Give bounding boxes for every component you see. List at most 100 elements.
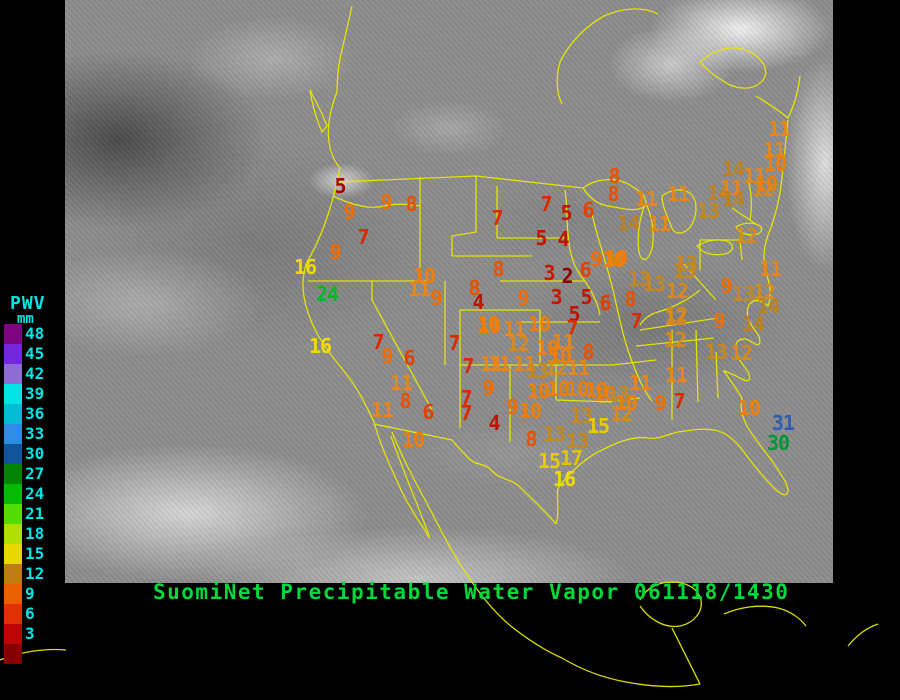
legend-swatch [4,544,22,564]
station-value: 10 [526,379,550,403]
station-value: 16 [293,255,317,279]
legend-swatch [4,404,22,424]
station-value: 13 [606,382,630,406]
station-value: 10 [737,396,761,420]
station-value: 9 [381,344,393,368]
station-value: 10 [604,246,628,270]
station-value: 11 [370,398,394,422]
station-value: 10 [477,314,501,338]
station-value: 11 [389,371,413,395]
station-value: 13 [731,282,755,306]
station-value: 10 [763,152,787,176]
legend-entry: 45 [4,344,62,364]
station-value: 12 [609,402,633,426]
legend-swatch [4,364,22,384]
legend-entry: 42 [4,364,62,384]
legend-label: 15 [25,544,45,563]
station-value: 9 [380,190,392,214]
station-value: 13 [696,199,720,223]
station-value: 7 [462,354,474,378]
legend-label: 48 [25,324,45,343]
station-value: 9 [590,247,602,271]
station-value: 12 [664,303,688,327]
station-value: 9 [329,240,341,264]
legend-swatch [4,424,22,444]
station-value: 3 [543,261,555,285]
station-value: 14 [741,312,765,336]
legend-entry: 18 [4,524,62,544]
station-value: 11 [719,176,743,200]
legend-entry: 27 [4,464,62,484]
station-value: 8 [468,276,480,300]
station-value: 10 [592,382,616,406]
legend-unit: mm [17,311,34,327]
legend-entry: 48 [4,324,62,344]
map-title: SuomiNet Precipitable Water Vapor 061118… [153,580,790,604]
station-value: 10 [401,428,425,452]
station-value: 10 [535,336,559,360]
station-value: 12 [506,332,530,356]
station-value: 7 [673,389,685,413]
legend-title: PWV [10,293,46,314]
station-value: 8 [492,257,504,281]
legend-label: 24 [25,484,45,503]
legend-swatch [4,584,22,604]
station-value: 11 [758,257,782,281]
station-value: 7 [491,206,503,230]
legend-entry [4,644,62,664]
station-value: 7 [566,316,578,340]
legend-label: 12 [25,564,45,583]
station-value: 5 [560,201,572,225]
station-value: 17 [559,446,583,470]
station-value: 8 [608,164,620,188]
station-value: 11 [634,187,658,211]
legend-swatch [4,604,22,624]
station-value: 12 [734,224,758,248]
station-value: 6 [579,258,591,282]
station-value: 10 [412,264,436,288]
station-value: 9 [654,391,666,415]
station-value: 5 [568,302,580,326]
station-value: 24 [315,282,339,306]
legend-swatch [4,384,22,404]
station-value: 11 [407,277,431,301]
station-value: 5 [334,174,346,198]
station-value: 12 [665,279,689,303]
station-value: 9 [506,395,518,419]
station-value: 31 [771,411,795,435]
legend-label: 3 [25,624,35,643]
legend-swatch [4,464,22,484]
station-value: 15 [537,449,561,473]
station-value: 9 [720,274,732,298]
station-value: 6 [403,346,415,370]
station-value: 7 [372,330,384,354]
station-value: 8 [607,182,619,206]
station-value: 7 [460,401,472,425]
station-value: 13 [627,267,651,291]
station-value: 13 [642,272,666,296]
station-value: 10 [601,248,625,272]
station-value: 3 [550,285,562,309]
station-value: 9 [343,200,355,224]
legend-swatch [4,344,22,364]
station-value: 12 [663,328,687,352]
legend-swatch [4,504,22,524]
legend-swatch [4,524,22,544]
legend-label: 21 [25,504,45,523]
legend-scale: 48 45 42 39 36 33 30 27 24 21 18 15 12 9 6 3 [4,324,62,664]
station-value: 8 [399,389,411,413]
station-value: 12 [752,280,776,304]
station-value: 10 [754,172,778,196]
legend-label: 33 [25,424,45,443]
station-value: 5 [580,285,592,309]
station-value: 12 [544,356,568,380]
legend-entry: 15 [4,544,62,564]
station-value: 11 [512,352,536,376]
legend-label: 36 [25,404,45,423]
station-value: 11 [628,371,652,395]
legend-entry: 9 [4,584,62,604]
station-value: 11 [664,363,688,387]
satellite-image [65,0,833,583]
station-value: 14 [721,187,745,211]
